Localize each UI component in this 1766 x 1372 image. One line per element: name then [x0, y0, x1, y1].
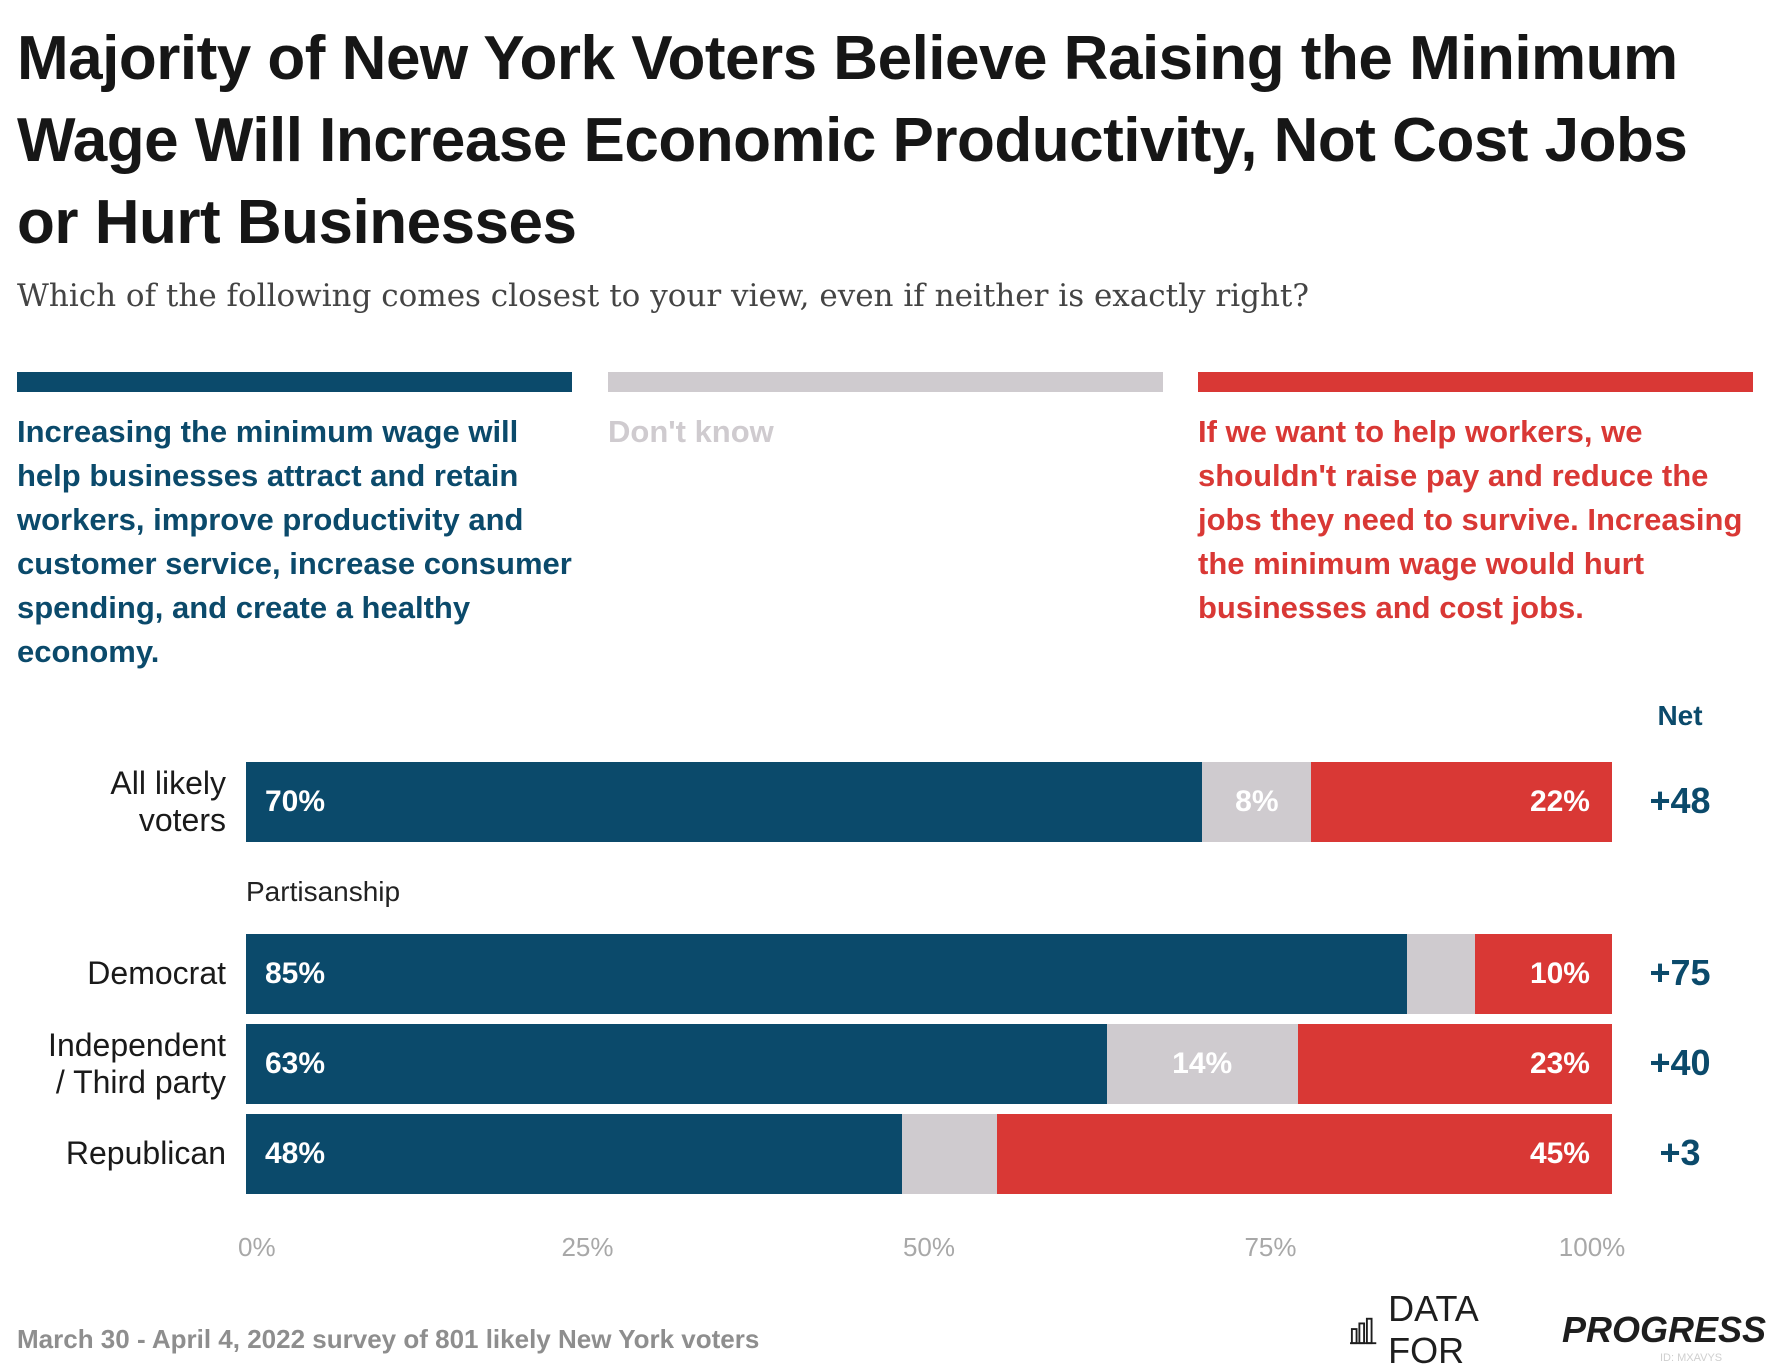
- data-label: 63%: [265, 1047, 326, 1080]
- row-label-all-likely-voters: All likely voters: [110, 765, 226, 838]
- legend-swatch-gray: [608, 372, 1163, 392]
- data-label: 22%: [1529, 785, 1590, 818]
- source-note: March 30 - April 4, 2022 survey of 801 l…: [17, 1324, 760, 1354]
- legend-label-dont-know: Don't know: [608, 414, 774, 449]
- data-label: 10%: [1529, 957, 1590, 990]
- net-header: Net: [1657, 700, 1703, 731]
- bar-segment-all-likely-voters-productivity: 70%: [246, 762, 1203, 842]
- bar-segment-democrat-dont-know: [1407, 934, 1476, 1014]
- data-label: 8%: [1235, 785, 1279, 818]
- row-label-republican: Republican: [65, 1135, 226, 1171]
- bar-segment-republican-productivity: 48%: [246, 1114, 902, 1194]
- brand-logo: DATA FOR PROGRESS: [1350, 1288, 1766, 1371]
- bar-chart-icon: [1350, 1317, 1377, 1345]
- net-value-all-likely-voters: +48: [1649, 780, 1711, 821]
- legend-swatch-red: [1198, 372, 1753, 392]
- legend-item-hurt-businesses: If we want to help workers, we shouldn't…: [1198, 372, 1753, 630]
- legend-item-productivity: Increasing the minimum wage will help bu…: [17, 372, 572, 674]
- row-label-democrat: Democrat: [87, 955, 226, 991]
- x-tick-label: 0%: [238, 1232, 276, 1262]
- data-label: 45%: [1529, 1137, 1590, 1170]
- data-label: 70%: [265, 785, 326, 818]
- bar-segment-independent-productivity: 63%: [246, 1024, 1107, 1104]
- bar-row-independent: 63% 14% 23%: [246, 1024, 1612, 1104]
- brand-text-bold: PROGRESS: [1561, 1309, 1766, 1350]
- bar-row-all-likely-voters: 70% 8% 22%: [246, 762, 1612, 842]
- x-tick-label: 75%: [1244, 1232, 1297, 1262]
- brand-text-light: DATA FOR: [1388, 1288, 1477, 1371]
- net-value-democrat: +75: [1649, 952, 1711, 993]
- net-value-independent: +40: [1649, 1042, 1711, 1083]
- data-label: 14%: [1172, 1047, 1233, 1080]
- x-tick-label: 25%: [561, 1232, 614, 1262]
- bar-row-democrat: 85% 10%: [246, 934, 1612, 1014]
- bar-segment-independent-dont-know: 14%: [1106, 1024, 1298, 1104]
- legend-label-productivity: Increasing the minimum wage will help bu…: [17, 414, 572, 669]
- bar-segment-republican-hurt-businesses: 45%: [997, 1114, 1612, 1194]
- bar-segment-democrat-productivity: 85%: [246, 934, 1408, 1014]
- legend-label-hurt-businesses: If we want to help workers, we shouldn't…: [1198, 414, 1743, 625]
- legend-item-dont-know: Don't know: [608, 372, 1163, 454]
- bar-row-republican: 48% 45%: [246, 1114, 1612, 1194]
- x-tick-label: 50%: [902, 1232, 956, 1262]
- bar-segment-all-likely-voters-hurt-businesses: 22%: [1311, 762, 1612, 842]
- bar-segment-all-likely-voters-dont-know: 8%: [1202, 762, 1312, 842]
- legend-swatch-blue: [17, 372, 572, 392]
- row-label-independent: Independent / Third party: [48, 1027, 226, 1100]
- chart-title: Majority of New York Voters Believe Rais…: [17, 24, 1688, 257]
- bar-segment-republican-dont-know: [901, 1114, 998, 1194]
- data-label: 23%: [1529, 1047, 1590, 1080]
- data-label: 85%: [265, 957, 326, 990]
- net-value-republican: +3: [1659, 1132, 1701, 1173]
- chart-id: ID: MXAVYS: [1660, 1352, 1723, 1364]
- bar-segment-independent-hurt-businesses: 23%: [1297, 1024, 1612, 1104]
- chart-subtitle: Which of the following comes closest to …: [17, 278, 1309, 314]
- x-tick-label: 100%: [1558, 1232, 1626, 1262]
- section-label-partisanship: Partisanship: [246, 876, 401, 907]
- data-label: 48%: [265, 1137, 326, 1170]
- bar-segment-democrat-hurt-businesses: 10%: [1475, 934, 1612, 1014]
